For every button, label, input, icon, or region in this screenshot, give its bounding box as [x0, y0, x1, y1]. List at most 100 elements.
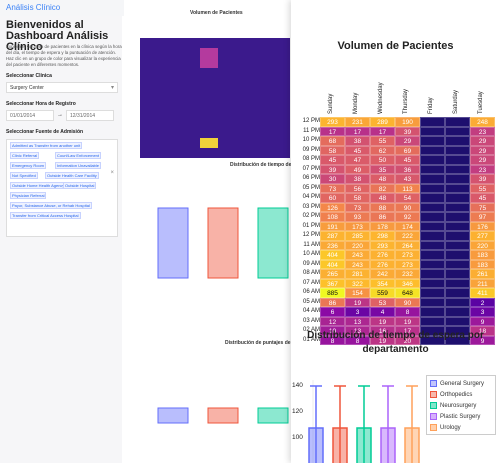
heatmap-cell[interactable]: 276: [370, 250, 395, 260]
heatmap-cell[interactable]: 322: [345, 278, 370, 288]
heatmap-cell[interactable]: 56: [345, 183, 370, 193]
heatmap-cell[interactable]: 211: [470, 278, 495, 288]
admission-tag[interactable]: Court/Law Enforcement: [55, 152, 102, 159]
heatmap-cell[interactable]: [445, 221, 470, 231]
heatmap-cell[interactable]: 36: [395, 164, 420, 174]
heatmap-cell[interactable]: 45: [345, 145, 370, 155]
heatmap-cell[interactable]: 243: [345, 259, 370, 269]
heatmap-cell[interactable]: [445, 174, 470, 184]
heatmap-cell[interactable]: [445, 278, 470, 288]
heatmap-cell[interactable]: [420, 269, 445, 279]
heatmap-cell[interactable]: [420, 183, 445, 193]
heatmap-cell[interactable]: 559: [370, 288, 395, 298]
heatmap-cell[interactable]: [445, 145, 470, 155]
heatmap-cell[interactable]: 248: [470, 117, 495, 127]
heatmap-cell[interactable]: 9: [470, 335, 495, 345]
heatmap-cell[interactable]: 45: [320, 155, 345, 165]
heatmap-cell[interactable]: 45: [470, 193, 495, 203]
heatmap-cell[interactable]: 16: [370, 326, 395, 336]
admission-tag[interactable]: Emergency Room: [10, 162, 47, 169]
heatmap-cell[interactable]: 10: [320, 326, 345, 336]
heatmap-cell[interactable]: 220: [470, 240, 495, 250]
heatmap-cell[interactable]: 20: [395, 335, 420, 345]
heatmap-cell[interactable]: [420, 145, 445, 155]
heatmap-cell[interactable]: 231: [345, 117, 370, 127]
admission-tag[interactable]: Clinic Referral: [10, 152, 40, 159]
heatmap-cell[interactable]: 17: [395, 326, 420, 336]
heatmap-cell[interactable]: [445, 212, 470, 222]
clinic-select[interactable]: Surgery Center ▾: [6, 82, 118, 93]
heatmap-cell[interactable]: 19: [370, 335, 395, 345]
heatmap-cell[interactable]: [420, 307, 445, 317]
heatmap-cell[interactable]: 289: [370, 117, 395, 127]
heatmap-cell[interactable]: 58: [345, 193, 370, 203]
heatmap-cell[interactable]: 23: [470, 126, 495, 136]
heatmap-cell[interactable]: [445, 326, 470, 336]
heatmap-cell[interactable]: [445, 288, 470, 298]
heatmap-cell[interactable]: 174: [395, 221, 420, 231]
heatmap-cell[interactable]: [420, 155, 445, 165]
box-iqr[interactable]: [404, 427, 420, 463]
heatmap-cell[interactable]: 293: [370, 240, 395, 250]
admission-tag[interactable]: Payor, Substance Abuse, or Rehab Hospita…: [10, 202, 92, 209]
heatmap-cell[interactable]: [420, 193, 445, 203]
heatmap-cell[interactable]: [420, 231, 445, 241]
heatmap-cell[interactable]: 367: [320, 278, 345, 288]
heatmap-cell[interactable]: [420, 240, 445, 250]
heatmap-cell[interactable]: 58: [320, 145, 345, 155]
heatmap-cell[interactable]: [445, 307, 470, 317]
heatmap-cell[interactable]: 29: [470, 145, 495, 155]
heatmap-cell[interactable]: 8: [345, 335, 370, 345]
heatmap-cell[interactable]: 154: [345, 288, 370, 298]
heatmap-cell[interactable]: [420, 335, 445, 345]
heatmap-cell[interactable]: 113: [395, 183, 420, 193]
heatmap-cell[interactable]: 176: [470, 221, 495, 231]
heatmap-cell[interactable]: 277: [470, 231, 495, 241]
heatmap-cell[interactable]: [445, 297, 470, 307]
heatmap-cell[interactable]: 293: [320, 117, 345, 127]
heatmap-cell[interactable]: 232: [395, 269, 420, 279]
admission-tag[interactable]: Physician Referral: [10, 192, 47, 199]
heatmap-cell[interactable]: 55: [370, 136, 395, 146]
heatmap-cell[interactable]: 39: [470, 174, 495, 184]
heatmap-cell[interactable]: [445, 316, 470, 326]
heatmap-cell[interactable]: 62: [370, 145, 395, 155]
heatmap-cell[interactable]: 178: [370, 221, 395, 231]
heatmap-cell[interactable]: 173: [345, 221, 370, 231]
heatmap-cell[interactable]: [445, 155, 470, 165]
admission-multiselect[interactable]: Admitted as Transfer from another unit C…: [6, 139, 118, 237]
heatmap-cell[interactable]: 8: [320, 335, 345, 345]
heatmap-cell[interactable]: 183: [470, 250, 495, 260]
heatmap-cell[interactable]: 60: [320, 193, 345, 203]
heatmap-cell[interactable]: [445, 164, 470, 174]
heatmap-cell[interactable]: 88: [370, 202, 395, 212]
heatmap-cell[interactable]: 48: [370, 174, 395, 184]
heatmap-cell[interactable]: 17: [320, 126, 345, 136]
heatmap-cell[interactable]: 885: [320, 288, 345, 298]
heatmap-cell[interactable]: 90: [395, 297, 420, 307]
legend-item[interactable]: Plastic Surgery: [430, 413, 480, 420]
heatmap-cell[interactable]: [445, 183, 470, 193]
heatmap-cell[interactable]: 86: [320, 297, 345, 307]
heatmap-cell[interactable]: [445, 126, 470, 136]
heatmap-cell[interactable]: 19: [395, 316, 420, 326]
admission-tag[interactable]: Information Unavailable: [55, 162, 102, 169]
heatmap-cell[interactable]: 273: [395, 250, 420, 260]
heatmap-cell[interactable]: [420, 174, 445, 184]
heatmap-cell[interactable]: [445, 269, 470, 279]
heatmap-cell[interactable]: 354: [370, 278, 395, 288]
heatmap-cell[interactable]: 38: [345, 174, 370, 184]
heatmap-cell[interactable]: 298: [370, 231, 395, 241]
heatmap-cell[interactable]: 183: [470, 259, 495, 269]
heatmap-cell[interactable]: [445, 202, 470, 212]
heatmap-cell[interactable]: [420, 136, 445, 146]
heatmap-cell[interactable]: [420, 250, 445, 260]
heatmap-cell[interactable]: 404: [320, 259, 345, 269]
heatmap-cell[interactable]: 126: [320, 202, 345, 212]
heatmap-cell[interactable]: 75: [470, 202, 495, 212]
heatmap-cell[interactable]: 82: [370, 183, 395, 193]
heatmap-cell[interactable]: 243: [345, 250, 370, 260]
heatmap-cell[interactable]: 39: [320, 164, 345, 174]
heatmap-cell[interactable]: [445, 136, 470, 146]
heatmap-cell[interactable]: 3: [345, 307, 370, 317]
